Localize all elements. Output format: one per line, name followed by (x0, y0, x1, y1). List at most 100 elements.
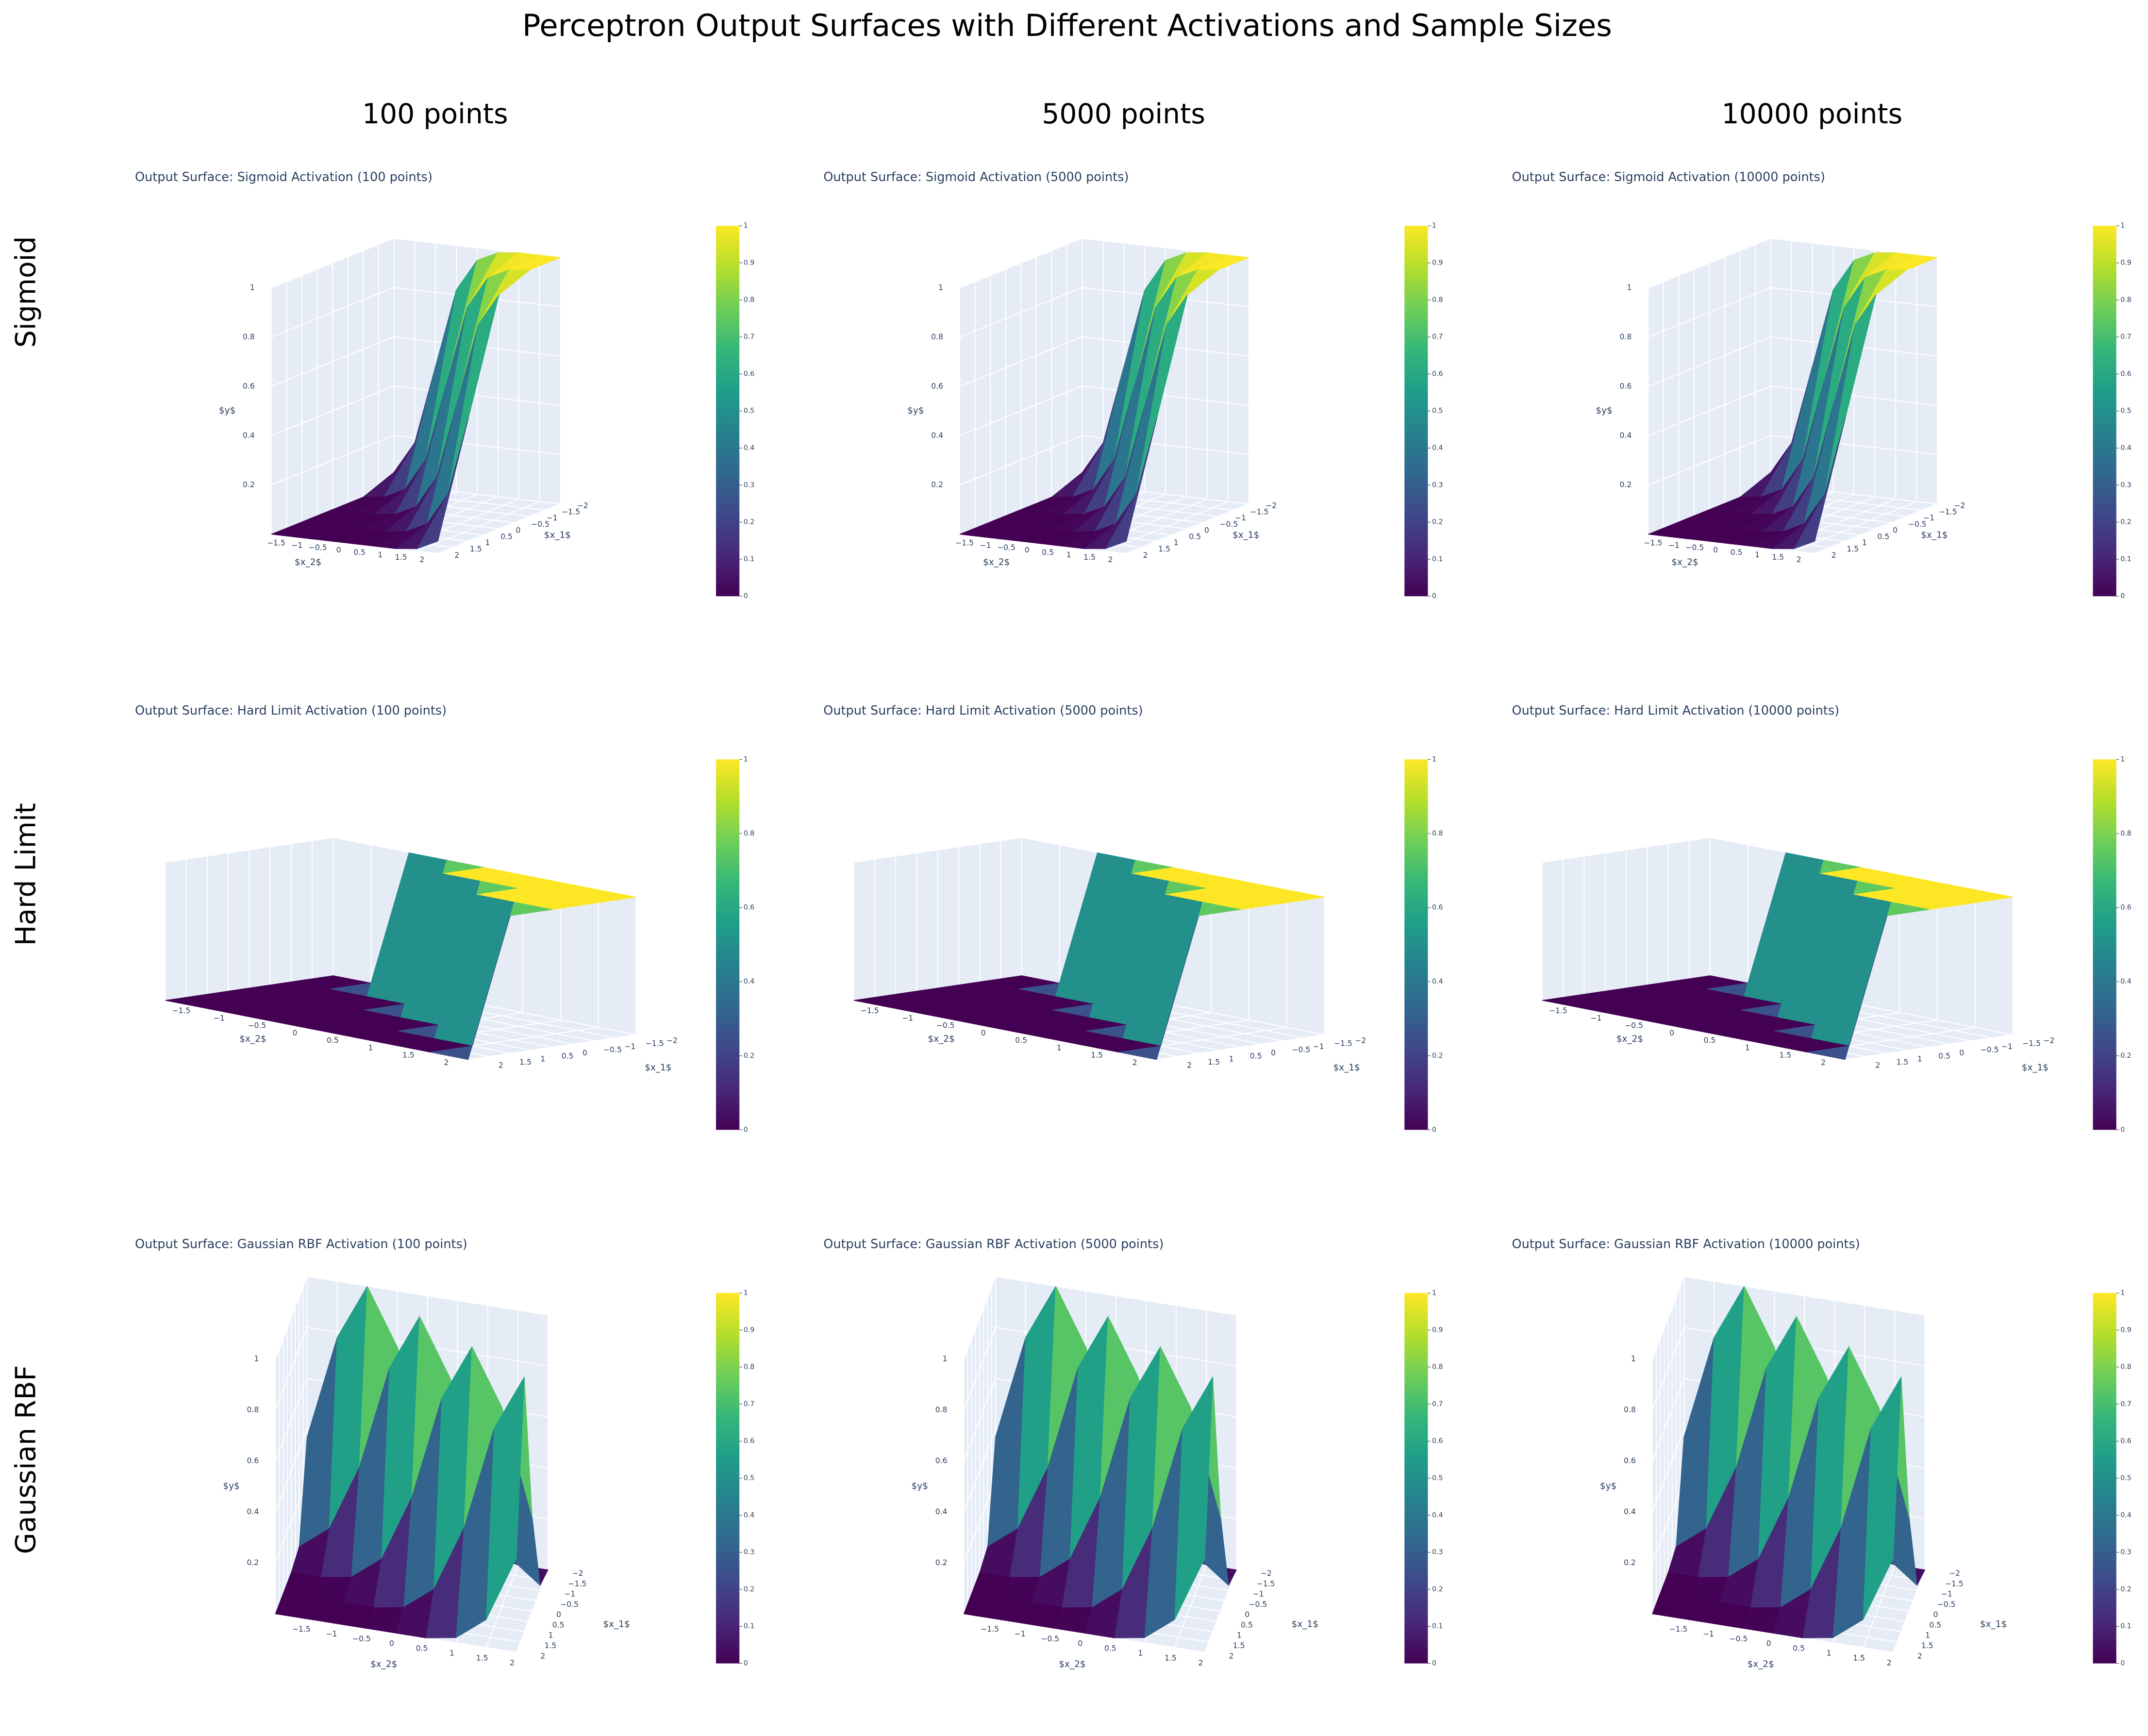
grid-line (1651, 1480, 1685, 1563)
x-tick-label: 2 (1199, 1658, 1203, 1667)
y-tick-label: −0.5 (1249, 1600, 1267, 1609)
row-title: Gaussian RBF (10, 1365, 42, 1554)
y-tick-label: −2 (1355, 1036, 1366, 1045)
y-tick-label: 1 (1174, 538, 1179, 547)
grid-line (995, 1276, 1237, 1316)
x-axis-title: $x_2$ (983, 557, 1010, 568)
z-tick-label: 0.2 (243, 481, 255, 489)
colorbar-tick-label: 0 (2120, 1126, 2125, 1134)
subplot-title: Output Surface: Hard Limit Activation (5… (823, 703, 1143, 718)
z-tick-label: 0.8 (1624, 1405, 1636, 1414)
colorbar-tick-label: 1 (2120, 755, 2125, 763)
colorbar-tick-label: 0.8 (2120, 1363, 2131, 1371)
colorbar-tick-label: 0.4 (2120, 1511, 2131, 1519)
x-tick-label: 0 (1766, 1639, 1771, 1648)
surface-patch (1118, 916, 1199, 1060)
z-tick-label: 1 (943, 1354, 948, 1363)
colorbar-tick-label: 0.7 (2120, 333, 2131, 341)
colorbar-tick-label: 0.6 (1432, 370, 1443, 378)
x-tick-label: 0.5 (416, 1644, 428, 1653)
z-axis-title: $y$ (912, 1481, 928, 1491)
colorbar-tick-label: 0.6 (1432, 1437, 1443, 1445)
z-tick-label: 1 (254, 1354, 259, 1363)
colorbar-tick-label: 0.1 (1432, 555, 1443, 563)
colorbar-tick-label: 0.2 (2120, 1052, 2131, 1060)
y-tick-label: 0 (556, 1610, 561, 1619)
x-tick-label: −0.5 (1041, 1635, 1059, 1643)
z-tick-label: 0.2 (1624, 1558, 1636, 1567)
y-tick-label: −0.5 (1981, 1045, 1999, 1054)
colorbar-tick-label: 0.3 (744, 481, 755, 489)
y-tick-label: −1 (1923, 514, 1934, 522)
colorbar-tick-label: 0.2 (1432, 1052, 1443, 1060)
x-tick-label: 1.5 (395, 553, 407, 562)
colorbar-tick-label: 1 (1432, 1289, 1436, 1297)
grid-line (959, 237, 1082, 288)
z-axis-title: $y$ (1596, 406, 1612, 416)
x-axis-title: $x_2$ (928, 1034, 955, 1044)
grid-line (275, 1327, 308, 1410)
x-tick-label: −1 (902, 1014, 913, 1022)
z-tick-label: 0.4 (243, 431, 255, 440)
y-tick-label: −0.5 (1937, 1600, 1956, 1609)
colorbar-tick-label: 1 (1432, 755, 1436, 763)
grid-line (959, 385, 1082, 436)
colorbar-tick-label: 0.4 (744, 978, 755, 985)
x-tick-label: 1.5 (402, 1051, 415, 1060)
y-axis-title: $x_1$ (1292, 1619, 1318, 1630)
y-tick-label: 0 (516, 526, 521, 535)
subplot: Output Surface: Sigmoid Activation (1000… (1512, 170, 2131, 600)
z-tick-label: 0.6 (935, 1456, 948, 1465)
colorbar-tick-label: 0.2 (1432, 1586, 1443, 1593)
y-tick-label: 2 (1832, 551, 1836, 560)
surface-patch (430, 916, 511, 1060)
column-title: 5000 points (1042, 98, 1205, 130)
x-axis-title: $x_2$ (370, 1659, 397, 1669)
colorbar (1404, 1293, 1428, 1664)
y-tick-label: 0.5 (1250, 1052, 1262, 1060)
grid-line (959, 287, 1082, 338)
z-tick-label: 0.8 (247, 1405, 259, 1414)
z-axis-title: $y$ (907, 406, 924, 416)
y-tick-label: −0.5 (603, 1045, 622, 1054)
x-tick-label: 0 (1713, 546, 1718, 554)
x-tick-label: −1.5 (292, 1625, 311, 1634)
colorbar-tick-label: 0.5 (744, 407, 755, 415)
y-tick-label: 0 (1271, 1049, 1276, 1057)
subplot-title: Output Surface: Sigmoid Activation (100 … (135, 170, 433, 184)
x-tick-label: 2 (510, 1658, 515, 1667)
x-tick-label: −0.5 (997, 543, 1016, 552)
colorbar-tick-label: 0.5 (1432, 407, 1443, 415)
colorbar-tick-label: 0.8 (1432, 296, 1443, 304)
x-tick-label: 0.5 (327, 1036, 339, 1045)
grid-line (1648, 237, 1771, 288)
colorbar-tick-label: 1 (2120, 1289, 2125, 1297)
colorbar-tick-label: 0.3 (2120, 481, 2131, 489)
y-axis-title: $x_1$ (2022, 1063, 2048, 1073)
colorbar-tick-label: 0.5 (2120, 1474, 2131, 1482)
colorbar (1404, 226, 1428, 597)
colorbar-tick-label: 0.4 (2120, 444, 2131, 452)
x-axis-title: $x_2$ (1671, 557, 1698, 568)
colorbar-tick-label: 0 (2120, 592, 2125, 600)
x-tick-label: 1 (1066, 551, 1071, 559)
y-tick-label: 0.5 (562, 1052, 574, 1060)
x-axis-title: $x_2$ (1616, 1034, 1643, 1044)
colorbar-tick-label: 0.8 (1432, 1363, 1443, 1371)
subplot-title: Output Surface: Hard Limit Activation (1… (1512, 703, 1840, 718)
x-tick-label: −1 (1015, 1630, 1026, 1638)
z-tick-label: 1 (250, 283, 255, 292)
y-tick-label: −1 (624, 1042, 635, 1051)
grid-line (963, 1429, 996, 1512)
grid-line (271, 336, 394, 387)
surface-patch (1793, 417, 1846, 550)
y-tick-label: 2 (1143, 551, 1148, 560)
x-tick-label: −0.5 (1685, 543, 1704, 552)
subplot-title: Output Surface: Gaussian RBF Activation … (823, 1237, 1164, 1252)
colorbar-tick-label: 0.2 (744, 1052, 755, 1060)
x-tick-label: 0 (292, 1029, 297, 1037)
y-tick-label: 0 (583, 1049, 587, 1057)
y-tick-label: −2 (2043, 1036, 2054, 1045)
x-tick-label: 1.5 (1083, 553, 1096, 562)
grid-line (275, 1429, 308, 1512)
